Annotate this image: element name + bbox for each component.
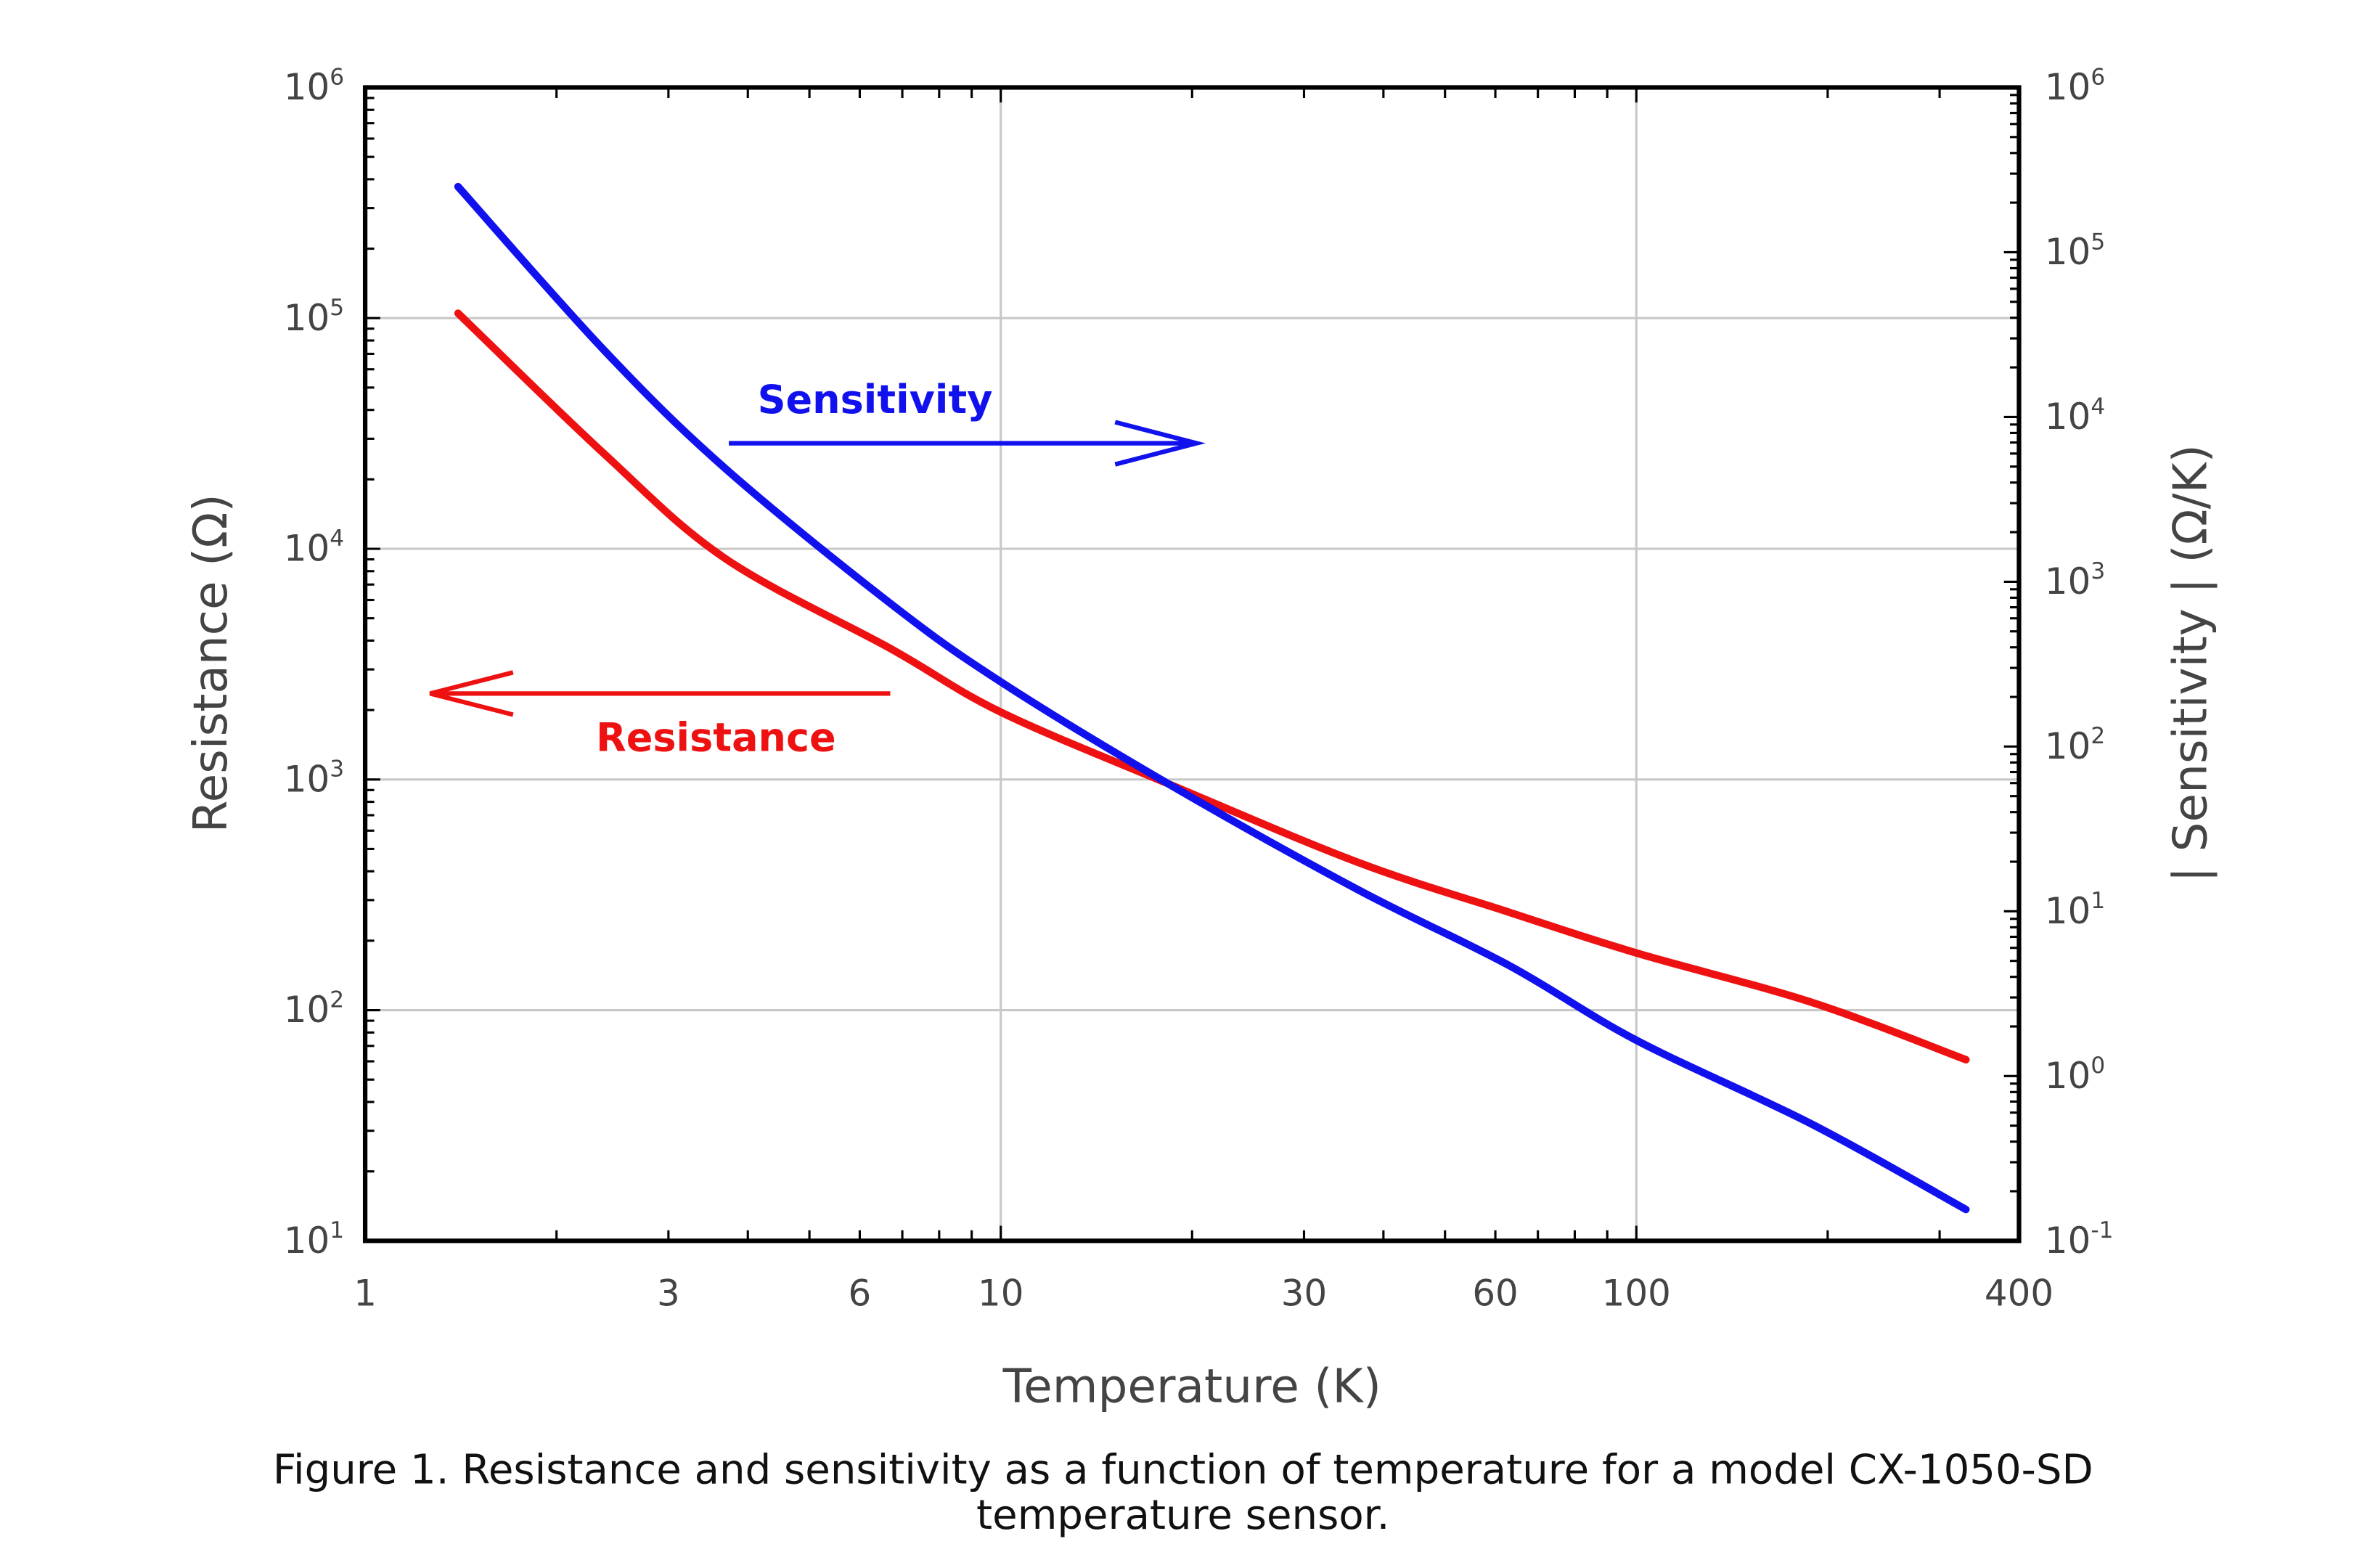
y-tick-label: 105 bbox=[284, 295, 344, 339]
y2-tick-label: 101 bbox=[2045, 888, 2105, 932]
y2-axis-title: | Sensitivity | (Ω/K) bbox=[2163, 444, 2218, 882]
x-tick-label: 60 bbox=[1472, 1273, 1518, 1315]
series-line-sensitivity bbox=[454, 182, 1970, 1214]
x-tick-label: 6 bbox=[849, 1273, 872, 1315]
x-tick-label: 1 bbox=[353, 1273, 377, 1315]
series-line-resistance bbox=[454, 309, 1970, 1063]
y2-tick-label: 105 bbox=[2045, 229, 2105, 273]
series-layer bbox=[454, 182, 1970, 1214]
figure-caption-line1: Figure 1. Resistance and sensitivity as … bbox=[273, 1447, 2093, 1494]
y-axis-title: Resistance (Ω) bbox=[184, 494, 238, 833]
annotation-sensitivity-label: Sensitivity bbox=[758, 377, 993, 422]
tick-labels: 1 3 6 10 30 60 100 400 101 102 103 104 105 106 10-1 100… bbox=[284, 64, 2114, 1314]
y2-tick-label: 103 bbox=[2045, 558, 2105, 603]
plot-frame bbox=[362, 85, 2022, 1244]
y2-tick-label: 102 bbox=[2045, 723, 2105, 767]
x-tick-label: 30 bbox=[1281, 1273, 1327, 1315]
arrow-left-icon bbox=[429, 670, 891, 717]
x-axis-title: Temperature (K) bbox=[1002, 1360, 1381, 1414]
y2-tick-label: 10-1 bbox=[2045, 1217, 2114, 1262]
annotation-resistance-label: Resistance bbox=[596, 714, 836, 760]
y2-tick-label: 100 bbox=[2045, 1053, 2105, 1097]
y-tick-label: 104 bbox=[284, 526, 344, 570]
figure-caption-line2: temperature sensor. bbox=[976, 1492, 1389, 1539]
y2-tick-label: 104 bbox=[2045, 393, 2105, 438]
y-tick-label: 102 bbox=[284, 987, 344, 1031]
x-tick-label: 100 bbox=[1602, 1273, 1671, 1315]
x-tick-label: 10 bbox=[978, 1273, 1023, 1315]
y2-tick-label: 106 bbox=[2045, 64, 2105, 108]
annotations: Sensitivity Resistance bbox=[429, 377, 1206, 760]
x-tick-label: 3 bbox=[657, 1273, 680, 1315]
x-tick-label: 400 bbox=[1985, 1273, 2053, 1315]
y-tick-label: 101 bbox=[284, 1217, 344, 1262]
y-tick-label: 106 bbox=[284, 64, 344, 108]
gridlines bbox=[365, 87, 2019, 1241]
y-tick-label: 103 bbox=[284, 756, 344, 801]
ticks-layer bbox=[364, 87, 2021, 1242]
arrow-right-icon bbox=[729, 420, 1206, 467]
